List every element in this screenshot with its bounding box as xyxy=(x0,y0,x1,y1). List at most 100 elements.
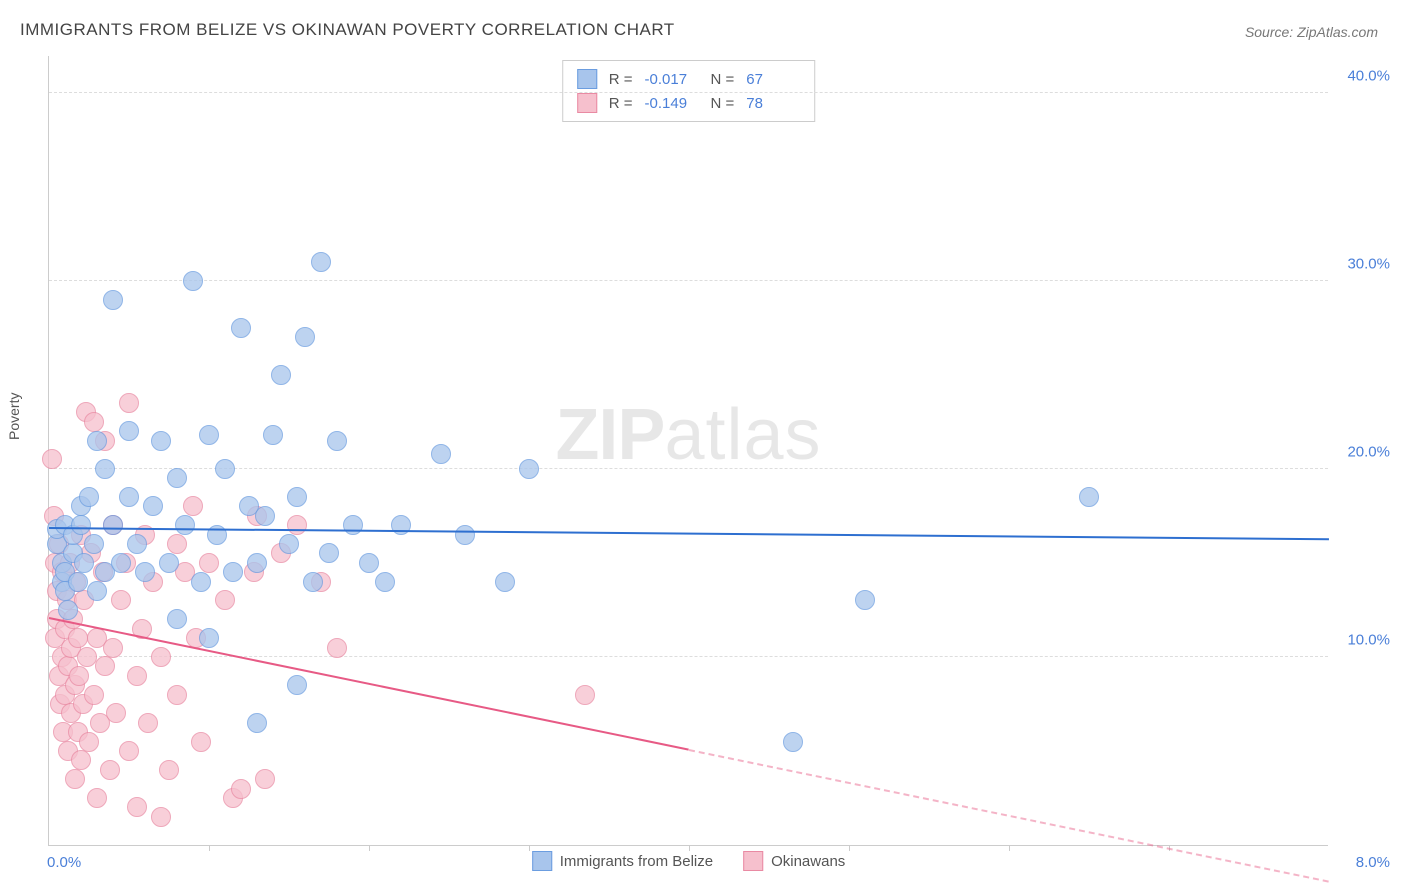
data-point xyxy=(199,425,219,445)
data-point xyxy=(151,807,171,827)
watermark-rest: atlas xyxy=(664,395,821,475)
legend-swatch xyxy=(577,93,597,113)
data-point xyxy=(167,468,187,488)
data-point xyxy=(279,534,299,554)
data-point xyxy=(271,365,291,385)
legend-label: Okinawans xyxy=(771,853,845,870)
data-point xyxy=(231,779,251,799)
data-point xyxy=(71,750,91,770)
data-point xyxy=(68,628,88,648)
data-point xyxy=(111,553,131,573)
y-tick-label: 30.0% xyxy=(1347,255,1390,272)
data-point xyxy=(87,788,107,808)
data-point xyxy=(287,515,307,535)
correlation-legend-row: R =-0.149N =78 xyxy=(577,91,801,115)
r-label: R = xyxy=(609,71,633,88)
data-point xyxy=(127,666,147,686)
data-point xyxy=(359,553,379,573)
r-value: -0.017 xyxy=(645,71,699,88)
data-point xyxy=(95,656,115,676)
data-point xyxy=(287,487,307,507)
data-point xyxy=(327,638,347,658)
data-point xyxy=(247,553,267,573)
data-point xyxy=(119,421,139,441)
data-point xyxy=(119,741,139,761)
data-point xyxy=(69,666,89,686)
data-point xyxy=(84,685,104,705)
source-prefix: Source: xyxy=(1245,24,1297,40)
data-point xyxy=(159,760,179,780)
data-point xyxy=(42,449,62,469)
legend-label: Immigrants from Belize xyxy=(560,853,713,870)
data-point xyxy=(319,543,339,563)
data-point xyxy=(151,431,171,451)
data-point xyxy=(855,590,875,610)
x-axis-origin-label: 0.0% xyxy=(47,854,81,871)
x-tick-mark xyxy=(1009,845,1010,851)
x-tick-mark xyxy=(529,845,530,851)
data-point xyxy=(143,496,163,516)
data-point xyxy=(223,562,243,582)
data-point xyxy=(119,393,139,413)
gridline-h xyxy=(49,468,1328,469)
data-point xyxy=(71,515,91,535)
data-point xyxy=(135,562,155,582)
n-label: N = xyxy=(711,71,735,88)
data-point xyxy=(65,769,85,789)
watermark-bold: ZIP xyxy=(555,395,664,475)
data-point xyxy=(199,553,219,573)
data-point xyxy=(127,534,147,554)
data-point xyxy=(87,431,107,451)
data-point xyxy=(1079,487,1099,507)
r-value: -0.149 xyxy=(645,95,699,112)
data-point xyxy=(191,732,211,752)
x-tick-mark xyxy=(689,845,690,851)
data-point xyxy=(783,732,803,752)
y-axis-label: Poverty xyxy=(6,393,22,440)
gridline-h xyxy=(49,92,1328,93)
data-point xyxy=(79,732,99,752)
data-point xyxy=(84,534,104,554)
data-point xyxy=(303,572,323,592)
data-point xyxy=(175,515,195,535)
data-point xyxy=(84,412,104,432)
data-point xyxy=(231,318,251,338)
data-point xyxy=(95,459,115,479)
data-point xyxy=(68,572,88,592)
data-point xyxy=(87,581,107,601)
gridline-h xyxy=(49,280,1328,281)
data-point xyxy=(183,496,203,516)
legend-swatch xyxy=(532,851,552,871)
legend-swatch xyxy=(577,69,597,89)
data-point xyxy=(159,553,179,573)
data-point xyxy=(519,459,539,479)
data-point xyxy=(100,760,120,780)
data-point xyxy=(103,638,123,658)
y-tick-label: 20.0% xyxy=(1347,443,1390,460)
data-point xyxy=(74,553,94,573)
data-point xyxy=(287,675,307,695)
y-tick-label: 10.0% xyxy=(1347,631,1390,648)
data-point xyxy=(103,290,123,310)
x-tick-mark xyxy=(209,845,210,851)
legend-item: Immigrants from Belize xyxy=(532,851,713,871)
x-tick-mark xyxy=(369,845,370,851)
r-label: R = xyxy=(609,95,633,112)
data-point xyxy=(311,252,331,272)
data-point xyxy=(183,271,203,291)
n-value: 67 xyxy=(746,71,800,88)
scatter-plot-area: ZIPatlas R =-0.017N =67R =-0.149N =78 0.… xyxy=(48,56,1328,846)
data-point xyxy=(327,431,347,451)
data-point xyxy=(295,327,315,347)
data-point xyxy=(106,703,126,723)
x-axis-max-label: 8.0% xyxy=(1356,854,1390,871)
data-point xyxy=(191,572,211,592)
data-point xyxy=(255,769,275,789)
legend-item: Okinawans xyxy=(743,851,845,871)
data-point xyxy=(215,459,235,479)
trend-line xyxy=(49,527,1329,540)
series-legend: Immigrants from Belize Okinawans xyxy=(532,851,846,871)
data-point xyxy=(343,515,363,535)
watermark: ZIPatlas xyxy=(555,394,821,476)
n-label: N = xyxy=(711,95,735,112)
